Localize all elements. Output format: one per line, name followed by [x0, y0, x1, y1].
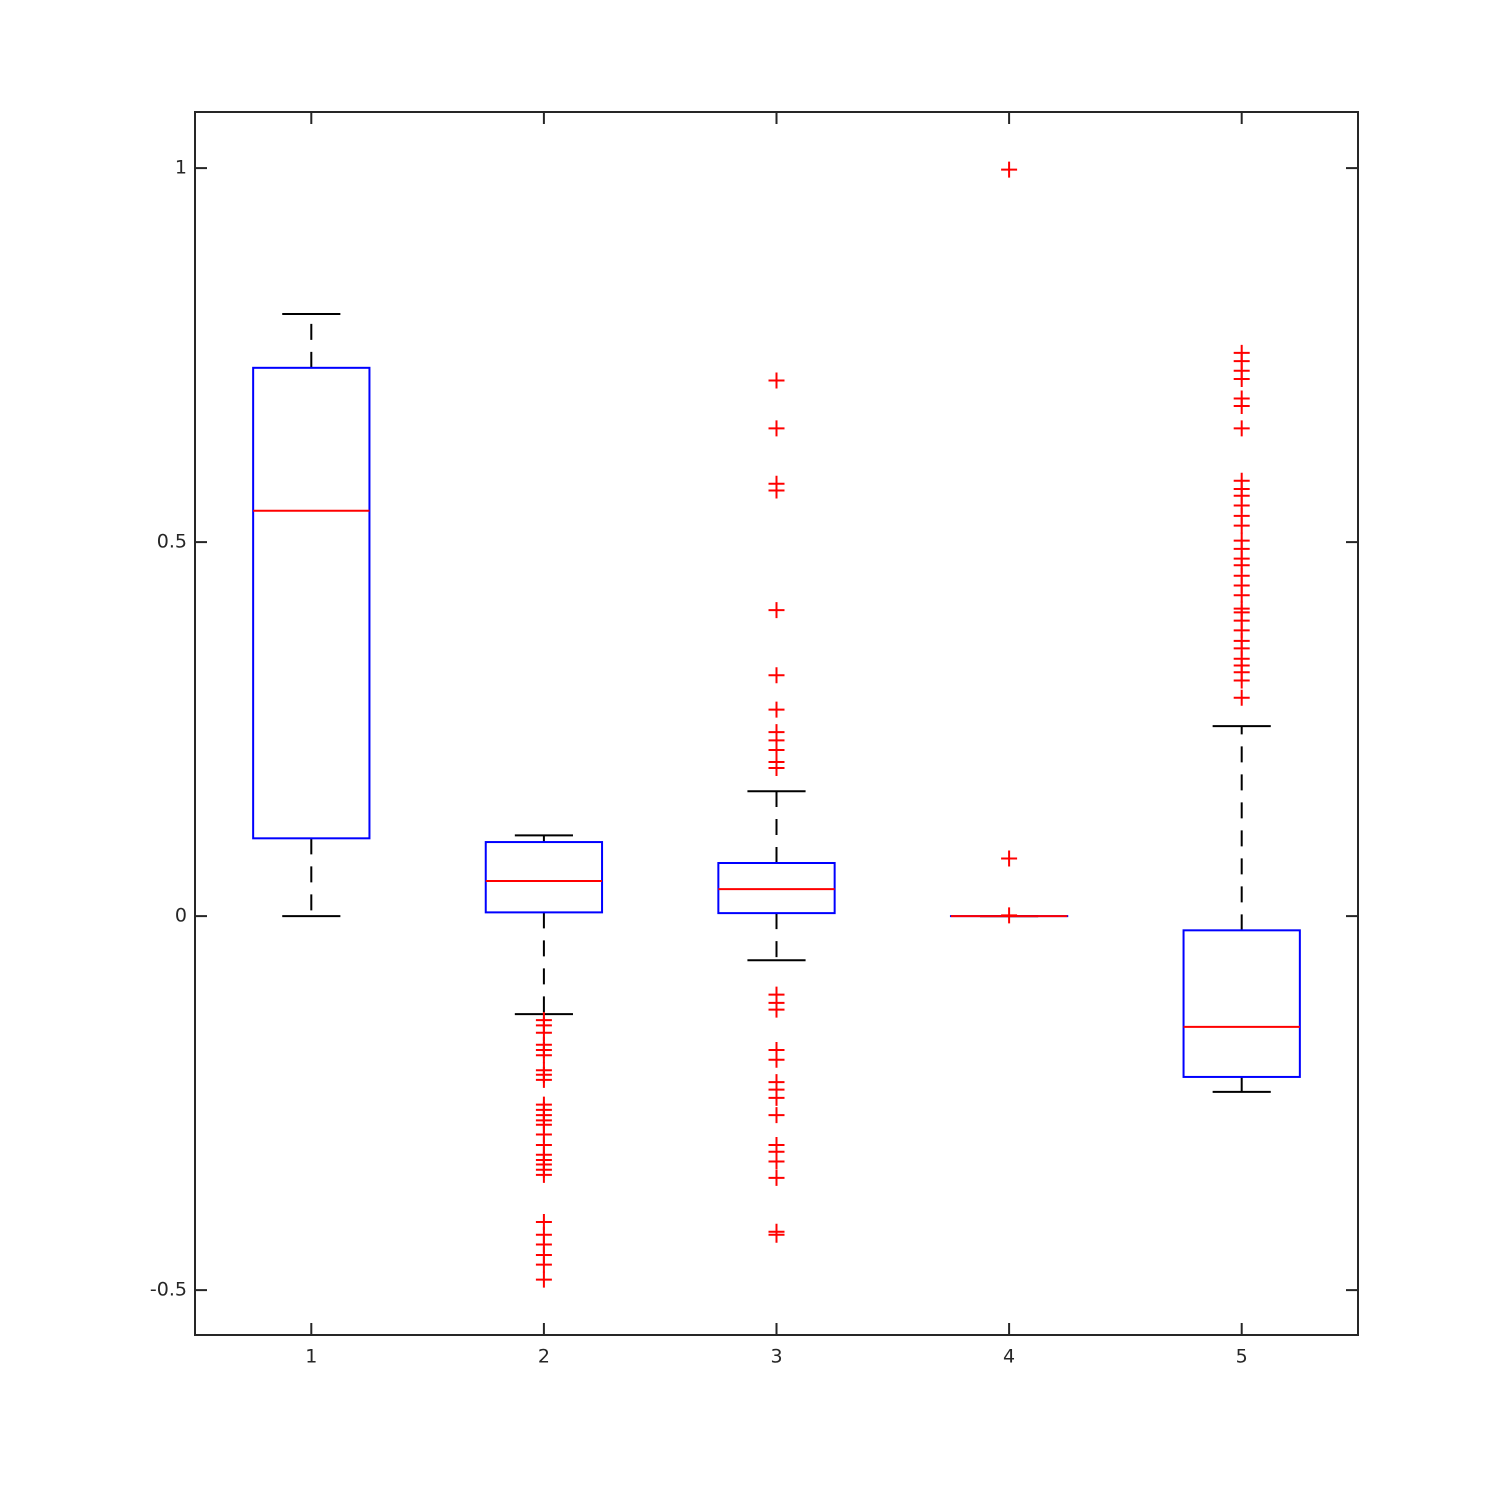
outlier [535, 1166, 552, 1183]
outlier [768, 1001, 785, 1018]
outlier [1233, 397, 1250, 414]
outlier [1001, 850, 1018, 867]
outlier [1233, 371, 1250, 388]
y-tick-label: 1 [175, 157, 187, 179]
outlier [768, 372, 785, 389]
outlier [768, 1226, 785, 1243]
y-tick-label: 0.5 [157, 531, 187, 553]
x-tick-label: 2 [538, 1346, 550, 1368]
outlier [768, 667, 785, 684]
outlier [768, 602, 785, 619]
outlier [1001, 907, 1018, 924]
outlier [1233, 587, 1250, 604]
outlier [535, 1271, 552, 1288]
outlier [768, 1051, 785, 1068]
outlier [1233, 517, 1250, 534]
y-tick-label: 0 [175, 905, 187, 927]
outlier [768, 1089, 785, 1106]
outlier [768, 1169, 785, 1186]
outlier [768, 760, 785, 777]
box [717, 862, 836, 915]
outlier [1001, 161, 1018, 178]
x-tick-label: 4 [1003, 1346, 1015, 1368]
outlier [1233, 672, 1250, 689]
outlier [535, 1071, 552, 1088]
x-tick-label: 5 [1236, 1346, 1248, 1368]
outlier [535, 1047, 552, 1064]
outlier [768, 701, 785, 718]
outlier [768, 1107, 785, 1124]
outlier [768, 482, 785, 499]
outlier [768, 1153, 785, 1170]
box [484, 841, 604, 914]
outlier [535, 1256, 552, 1273]
x-tick-label: 1 [305, 1346, 317, 1368]
box [252, 366, 371, 840]
outlier [1233, 689, 1250, 706]
box [1182, 929, 1301, 1078]
outlier [768, 420, 785, 437]
x-tick-label: 3 [770, 1346, 782, 1368]
y-tick-label: -0.5 [150, 1279, 187, 1301]
outlier [1233, 420, 1250, 437]
